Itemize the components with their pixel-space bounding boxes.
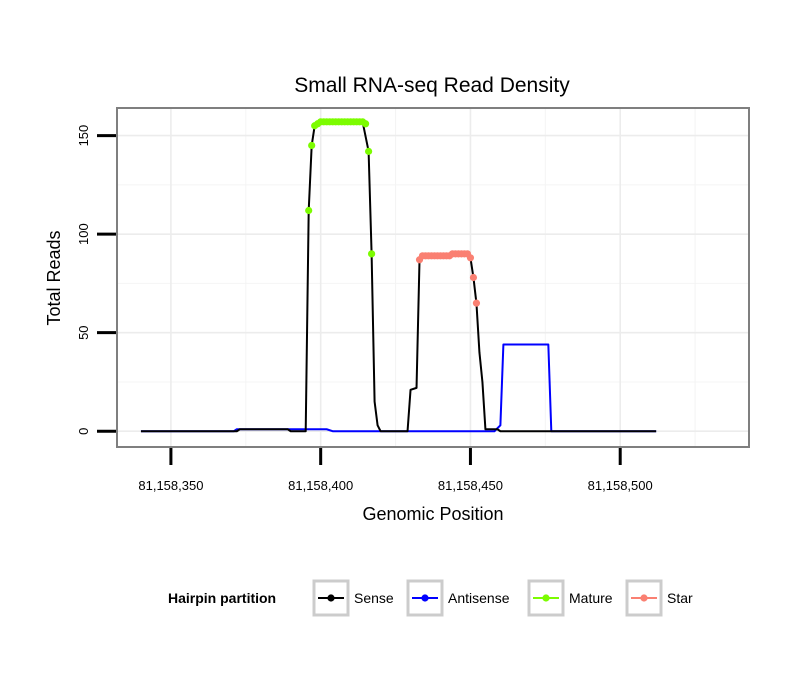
data-point-mature bbox=[365, 147, 373, 155]
series-line-antisense bbox=[140, 343, 657, 433]
legend-key-point bbox=[542, 594, 550, 602]
data-point-mature bbox=[362, 120, 370, 128]
data-point-mature bbox=[305, 206, 313, 215]
data-point-mature bbox=[367, 250, 376, 258]
y-axis: 0 50 100 150 bbox=[76, 125, 116, 435]
y-tick-label: 100 bbox=[76, 223, 91, 245]
x-axis: 81,158,350 81,158,400 81,158,450 81,158,500 bbox=[138, 448, 653, 493]
data-point-mature bbox=[308, 141, 316, 150]
plot-border bbox=[116, 107, 750, 448]
data-point-star bbox=[472, 299, 481, 307]
legend-title: Hairpin partition bbox=[168, 590, 276, 606]
y-tick-label: 150 bbox=[76, 125, 91, 147]
legend-label-star: Star bbox=[667, 590, 693, 606]
data-point-star bbox=[466, 254, 475, 262]
y-axis-label: Total Reads bbox=[44, 230, 64, 325]
legend-key-point bbox=[327, 594, 335, 602]
data-point-star bbox=[469, 273, 478, 282]
chart-title: Small RNA-seq Read Density bbox=[294, 74, 570, 97]
legend-key-point bbox=[421, 594, 429, 602]
legend-label-antisense: Antisense bbox=[448, 590, 510, 606]
x-axis-label: Genomic Position bbox=[362, 504, 503, 524]
series-line-sense bbox=[140, 120, 657, 433]
legend-key-point bbox=[640, 594, 648, 602]
y-tick-label: 0 bbox=[76, 428, 91, 435]
legend-label-sense: Sense bbox=[354, 590, 394, 606]
plot-background bbox=[117, 108, 749, 447]
x-tick-label: 81,158,450 bbox=[438, 478, 503, 493]
y-tick-label: 50 bbox=[76, 325, 91, 339]
x-tick-label: 81,158,400 bbox=[288, 478, 353, 493]
x-tick-label: 81,158,350 bbox=[138, 478, 203, 493]
legend-label-mature: Mature bbox=[569, 590, 613, 606]
x-tick-label: 81,158,500 bbox=[588, 478, 653, 493]
legend: Hairpin partition Sense Antisense Mature Sta… bbox=[168, 579, 693, 617]
plot-area bbox=[116, 107, 750, 448]
